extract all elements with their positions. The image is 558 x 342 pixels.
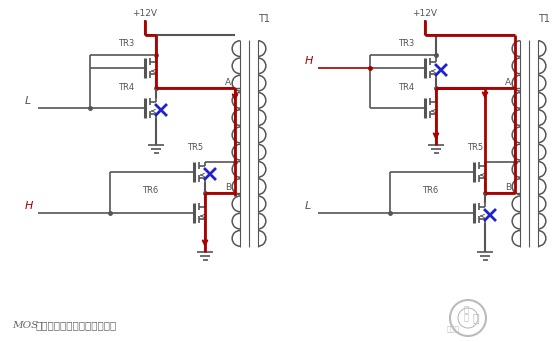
Text: B: B: [225, 183, 231, 192]
Text: L: L: [305, 201, 311, 211]
Text: +12V: +12V: [132, 9, 157, 18]
Text: 场效应管电路部分的工作过程: 场效应管电路部分的工作过程: [36, 320, 117, 330]
Text: 辰: 辰: [473, 314, 479, 324]
Text: H: H: [25, 201, 33, 211]
Text: L: L: [25, 96, 31, 106]
Text: 百: 百: [464, 305, 469, 314]
Text: TR6: TR6: [422, 186, 438, 195]
Text: TR4: TR4: [118, 83, 134, 92]
Text: T1: T1: [258, 14, 270, 24]
Text: B: B: [505, 183, 511, 192]
Text: H: H: [305, 56, 314, 66]
Text: TR5: TR5: [467, 143, 483, 152]
Text: TR4: TR4: [398, 83, 414, 92]
Text: A: A: [225, 78, 231, 87]
Text: MOS: MOS: [12, 321, 39, 330]
Text: TR3: TR3: [398, 39, 414, 48]
Text: TR3: TR3: [118, 39, 134, 48]
Text: 日月辰: 日月辰: [446, 325, 459, 332]
Text: T1: T1: [538, 14, 550, 24]
Text: +12V: +12V: [412, 9, 437, 18]
Text: TR5: TR5: [187, 143, 203, 152]
Text: TR6: TR6: [142, 186, 158, 195]
Text: A: A: [505, 78, 511, 87]
Text: 月: 月: [464, 313, 469, 322]
